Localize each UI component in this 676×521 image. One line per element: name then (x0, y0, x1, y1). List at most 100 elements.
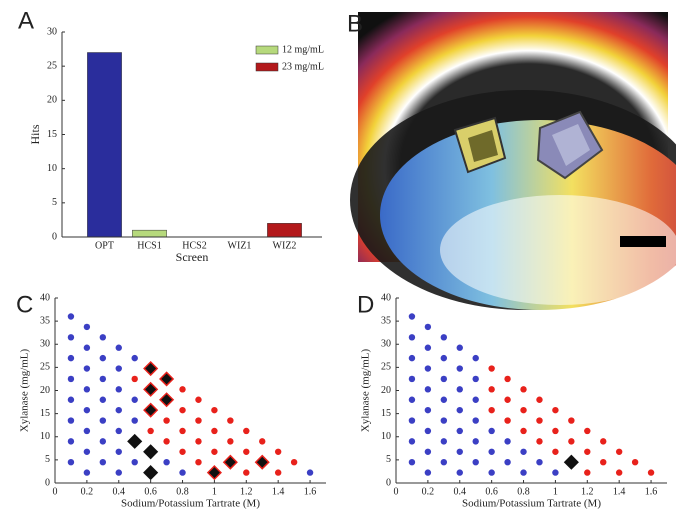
bar (267, 223, 302, 238)
point (552, 469, 559, 476)
point (472, 438, 479, 445)
point (408, 438, 416, 445)
point (647, 469, 655, 476)
point (536, 458, 543, 466)
point (211, 427, 218, 435)
diamond-point (143, 444, 159, 460)
x-tick-label: 1 (212, 486, 217, 497)
point (408, 396, 416, 403)
point (83, 386, 91, 393)
point (440, 417, 448, 424)
point (227, 438, 234, 445)
point (163, 458, 170, 466)
point (163, 438, 170, 445)
point (456, 344, 463, 351)
diamond-point (222, 454, 238, 470)
y-tick-label: 5 (52, 197, 57, 208)
y-tick-label: 30 (381, 339, 391, 350)
point (195, 417, 202, 424)
panel-label: A (18, 7, 34, 34)
point (243, 448, 250, 455)
point (600, 458, 607, 466)
point (424, 406, 432, 414)
legend-swatch (255, 62, 279, 72)
y-tick-label: 0 (45, 477, 50, 488)
panel-label: C (16, 291, 33, 318)
point (520, 406, 527, 414)
point (115, 344, 122, 351)
bar (132, 229, 167, 238)
x-tick-label: 1.2 (581, 486, 594, 497)
point (83, 344, 91, 351)
point (227, 417, 234, 424)
y-tick-label: 40 (40, 292, 50, 303)
point (83, 427, 91, 435)
point (488, 448, 495, 455)
y-tick-label: 25 (381, 362, 391, 373)
point (568, 438, 575, 445)
point (83, 448, 91, 455)
x-tick-label: HCS1 (137, 240, 161, 251)
point (631, 458, 639, 466)
point (408, 334, 416, 341)
panel-label: B (347, 10, 363, 37)
point (440, 334, 448, 341)
y-tick-label: 20 (47, 95, 57, 106)
x-tick-label: 0.2 (81, 486, 94, 497)
point (472, 375, 479, 383)
x-tick-label: WIZ2 (273, 240, 297, 251)
point (456, 469, 463, 476)
y-tick-label: 30 (40, 339, 50, 350)
point (67, 375, 75, 383)
point (83, 365, 91, 372)
point (211, 406, 218, 414)
point (179, 406, 186, 414)
x-axis-title: Sodium/Potassium Tartrate (M) (121, 498, 260, 510)
point (179, 448, 186, 455)
point (243, 427, 250, 435)
x-tick-label: 0.8 (517, 486, 530, 497)
x-tick-label: WIZ1 (228, 240, 252, 251)
point (536, 396, 543, 403)
x-tick-label: 0.8 (176, 486, 189, 497)
point (488, 427, 495, 435)
point (424, 386, 432, 393)
bar (87, 52, 122, 238)
point (408, 417, 416, 424)
point (115, 427, 122, 435)
y-tick-label: 0 (52, 231, 57, 242)
x-tick-label: 0 (53, 486, 58, 497)
x-tick-label: 1.6 (645, 486, 658, 497)
y-tick-label: 10 (40, 431, 50, 442)
point (488, 365, 495, 372)
x-tick-label: OPT (95, 240, 114, 251)
x-axis-title: Sodium/Potassium Tartrate (M) (462, 498, 601, 510)
point (552, 448, 559, 455)
point (179, 427, 186, 435)
point (99, 458, 107, 466)
y-tick-label: 25 (40, 362, 50, 373)
point (552, 427, 559, 435)
point (83, 469, 91, 476)
point (424, 469, 432, 476)
y-tick-label: 40 (381, 292, 391, 303)
point (440, 396, 448, 403)
x-tick-label: 0.6 (485, 486, 498, 497)
x-tick-label: 0.4 (113, 486, 126, 497)
y-tick-label: 35 (381, 315, 391, 326)
point (424, 323, 432, 331)
point (615, 448, 623, 455)
point (600, 438, 607, 445)
x-tick-label: 1.2 (240, 486, 253, 497)
point (488, 386, 495, 393)
point (424, 448, 432, 455)
diamond-point (143, 465, 159, 481)
point (408, 458, 416, 466)
point (115, 448, 122, 455)
point (131, 354, 138, 362)
x-tick-label: 1.4 (272, 486, 285, 497)
panel-label: D (357, 291, 374, 318)
point (131, 375, 138, 383)
point (488, 469, 495, 476)
diamond-point (143, 360, 159, 377)
